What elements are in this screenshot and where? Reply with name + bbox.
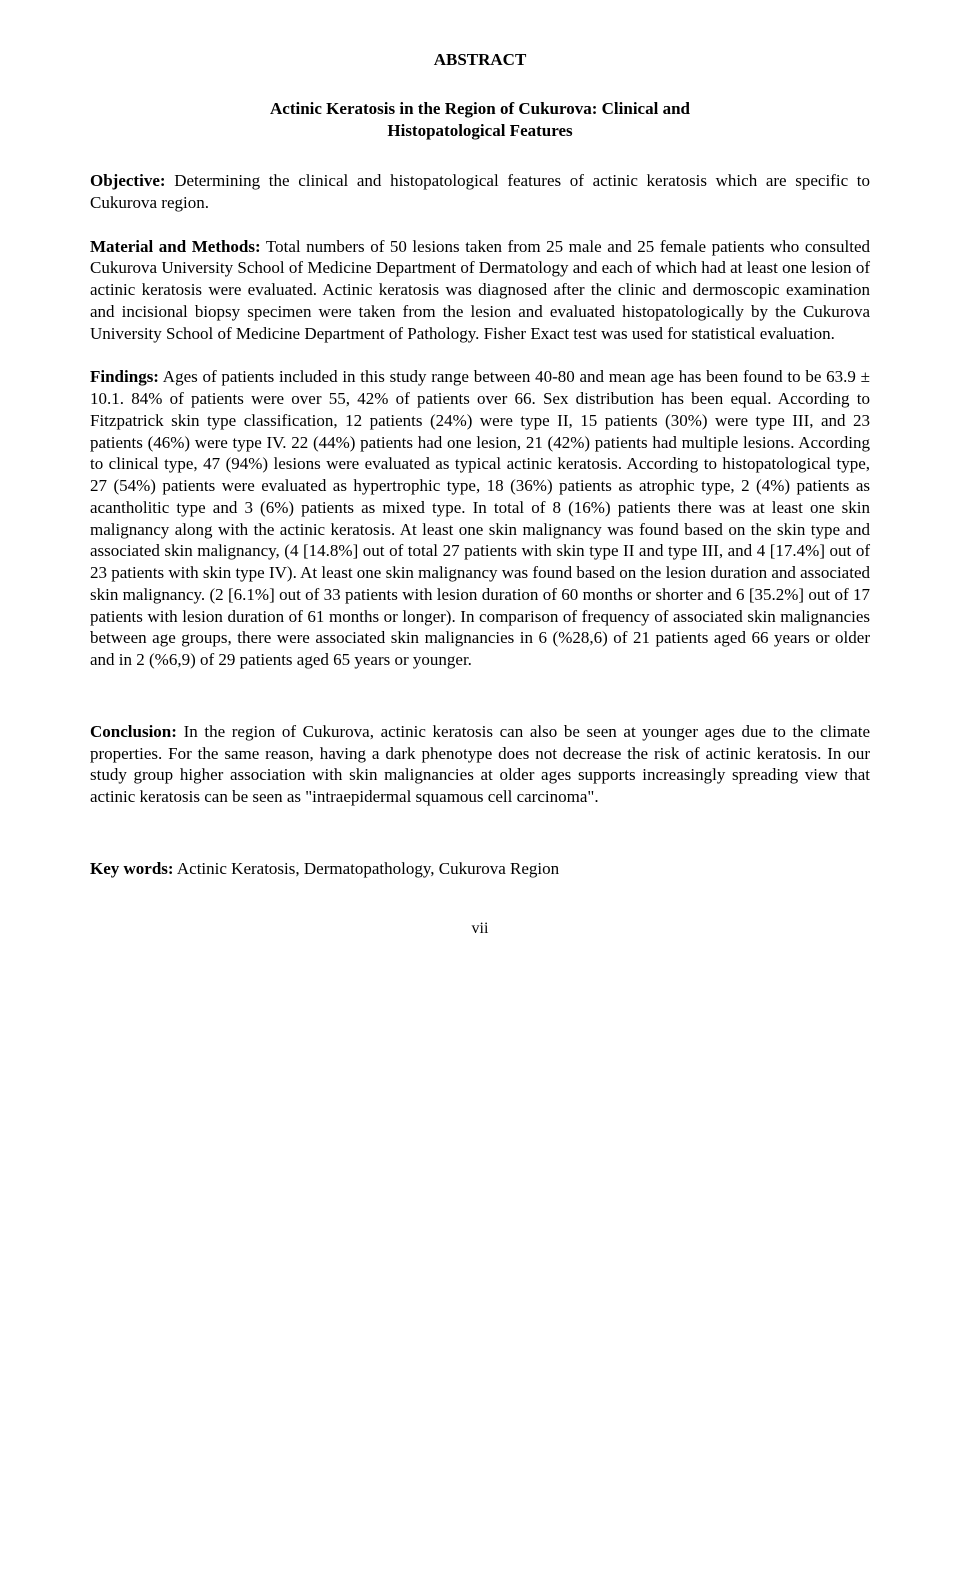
page-number: vii xyxy=(90,920,870,938)
keywords-text: Actinic Keratosis, Dermatopathology, Cuk… xyxy=(174,859,560,878)
keywords-label: Key words: xyxy=(90,859,174,878)
abstract-header: ABSTRACT xyxy=(90,50,870,70)
conclusion-label: Conclusion: xyxy=(90,722,177,741)
objective-label: Objective: xyxy=(90,171,166,190)
methods-label: Material and Methods: xyxy=(90,237,261,256)
conclusion-section: Conclusion: In the region of Cukurova, a… xyxy=(90,721,870,808)
findings-section: Findings: Ages of patients included in t… xyxy=(90,366,870,671)
paper-title: Actinic Keratosis in the Region of Cukur… xyxy=(90,98,870,142)
objective-text: Determining the clinical and histopatolo… xyxy=(90,171,870,212)
title-line-1: Actinic Keratosis in the Region of Cukur… xyxy=(270,99,690,118)
findings-label: Findings: xyxy=(90,367,159,386)
title-line-2: Histopatological Features xyxy=(387,121,572,140)
methods-section: Material and Methods: Total numbers of 5… xyxy=(90,236,870,345)
findings-text: Ages of patients included in this study … xyxy=(90,367,870,669)
conclusion-text: In the region of Cukurova, actinic kerat… xyxy=(90,722,870,806)
keywords-section: Key words: Actinic Keratosis, Dermatopat… xyxy=(90,858,870,880)
objective-section: Objective: Determining the clinical and … xyxy=(90,170,870,214)
